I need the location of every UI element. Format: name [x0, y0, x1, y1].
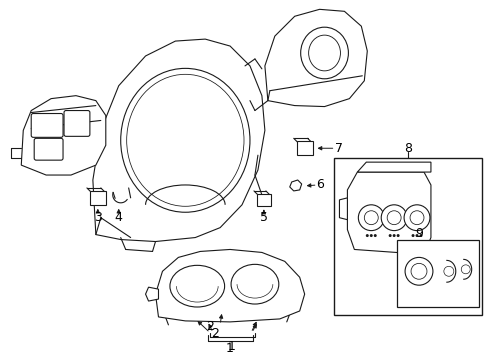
Text: 2: 2 [206, 320, 214, 333]
Circle shape [403, 205, 429, 231]
Polygon shape [339, 198, 346, 220]
Ellipse shape [231, 264, 278, 304]
Text: 5: 5 [259, 211, 267, 224]
Text: 2: 2 [211, 327, 219, 340]
Circle shape [460, 265, 469, 274]
Circle shape [381, 205, 406, 231]
Ellipse shape [300, 27, 347, 79]
FancyBboxPatch shape [90, 191, 105, 205]
Polygon shape [289, 180, 301, 191]
Ellipse shape [308, 35, 340, 71]
Text: 6: 6 [315, 179, 323, 192]
Circle shape [373, 234, 376, 237]
FancyBboxPatch shape [34, 138, 63, 160]
FancyBboxPatch shape [296, 141, 312, 155]
Ellipse shape [169, 265, 224, 307]
Polygon shape [357, 162, 430, 172]
Text: 7: 7 [335, 142, 343, 155]
Circle shape [364, 211, 377, 225]
Circle shape [358, 205, 384, 231]
FancyBboxPatch shape [256, 194, 270, 206]
Circle shape [409, 211, 423, 225]
Polygon shape [21, 96, 105, 175]
FancyBboxPatch shape [31, 113, 63, 137]
Circle shape [369, 234, 372, 237]
Circle shape [410, 264, 426, 279]
Text: 1: 1 [225, 342, 234, 355]
Circle shape [396, 234, 399, 237]
Polygon shape [264, 9, 366, 107]
Polygon shape [346, 172, 430, 255]
Bar [334, 158, 481, 315]
Text: 4: 4 [115, 211, 122, 224]
Ellipse shape [121, 68, 249, 212]
Ellipse shape [126, 74, 244, 206]
Polygon shape [145, 287, 158, 301]
Text: 1: 1 [228, 340, 236, 353]
Polygon shape [93, 39, 264, 242]
Circle shape [388, 234, 391, 237]
Bar [396, 239, 478, 307]
FancyBboxPatch shape [64, 111, 90, 136]
Circle shape [419, 234, 422, 237]
Text: 9: 9 [414, 227, 422, 240]
Circle shape [386, 211, 400, 225]
Circle shape [392, 234, 395, 237]
Circle shape [415, 234, 418, 237]
Text: 8: 8 [403, 142, 411, 155]
Circle shape [404, 257, 432, 285]
Polygon shape [155, 249, 304, 322]
Circle shape [411, 234, 414, 237]
Text: 3: 3 [94, 211, 102, 224]
Circle shape [443, 266, 453, 276]
Circle shape [365, 234, 368, 237]
